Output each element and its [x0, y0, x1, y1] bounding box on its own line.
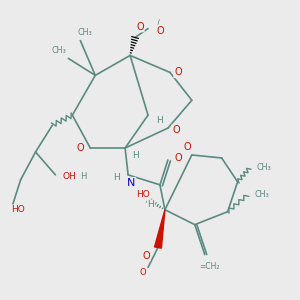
Text: O: O — [142, 250, 150, 260]
Text: H: H — [80, 172, 86, 182]
Text: O: O — [76, 143, 84, 153]
Text: O: O — [183, 142, 190, 152]
Polygon shape — [154, 210, 165, 248]
Text: O: O — [174, 68, 182, 77]
Text: CH₃: CH₃ — [254, 190, 269, 199]
Text: O: O — [136, 22, 144, 32]
Text: H: H — [148, 200, 154, 209]
Text: HO: HO — [11, 205, 25, 214]
Text: =CH₂: =CH₂ — [200, 262, 220, 271]
Text: CH₃: CH₃ — [51, 46, 66, 55]
Text: H: H — [113, 173, 119, 182]
Text: CH₃: CH₃ — [256, 164, 271, 172]
Text: O: O — [172, 125, 180, 135]
Text: O: O — [156, 26, 164, 36]
Text: H: H — [157, 116, 163, 124]
Text: HO: HO — [136, 190, 150, 199]
Text: CH₃: CH₃ — [78, 28, 93, 37]
Text: OH: OH — [62, 172, 76, 182]
Text: /: / — [157, 18, 159, 27]
Text: N: N — [127, 178, 135, 188]
Text: O: O — [174, 153, 182, 163]
Text: H: H — [132, 152, 138, 160]
Text: O: O — [140, 268, 146, 277]
